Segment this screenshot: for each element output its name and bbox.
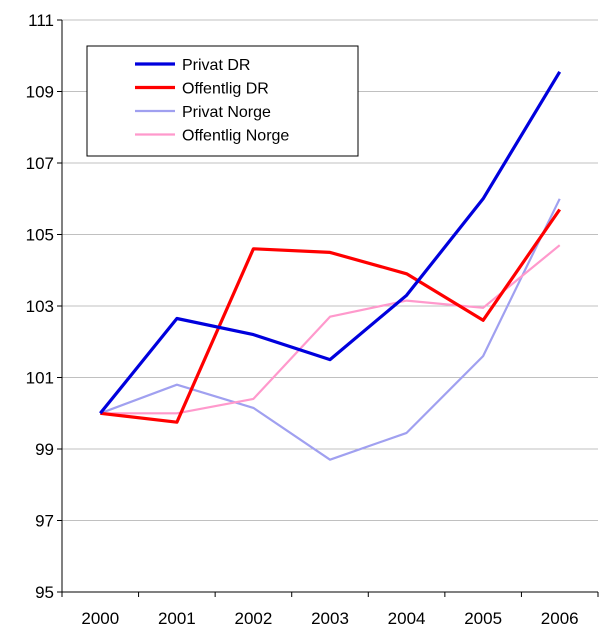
series-line-offentlig-dr [100,208,562,424]
x-tick-label: 2006 [541,609,579,628]
axes [57,19,599,597]
y-tick-label: 105 [26,226,54,245]
series-lines [99,70,562,461]
y-tick-label: 101 [26,369,54,388]
legend: Privat DR Offentlig DR Privat Norge Offentl… [86,45,359,157]
x-tick-label: 2003 [311,609,349,628]
legend-label: Offentlig DR [182,81,269,98]
y-tick-label: 107 [26,154,54,173]
x-tick-label: 2005 [464,609,502,628]
legend-label: Privat DR [182,57,250,74]
legend-label: Privat Norge [182,104,271,121]
series-line-offentlig-norge [100,244,561,415]
y-tick-label: 109 [26,83,54,102]
x-tick-label: 2002 [235,609,273,628]
y-tick-label: 111 [28,11,54,30]
tick-labels: 95 97 99 101 103 105 107 109 111 2000 2001 2002 2003… [26,11,579,628]
y-tick-label: 103 [26,297,54,316]
y-tick-label: 95 [35,583,54,602]
y-tick-label: 97 [35,512,54,531]
x-tick-label: 2000 [81,609,119,628]
series-line-privat-norge [99,198,561,461]
series-line-privat-dr [99,70,562,415]
x-tick-label: 2004 [388,609,426,628]
x-tick-label: 2001 [158,609,196,628]
legend-box [86,45,359,157]
y-tick-label: 99 [35,440,54,459]
legend-label: Offentlig Norge [182,128,289,145]
